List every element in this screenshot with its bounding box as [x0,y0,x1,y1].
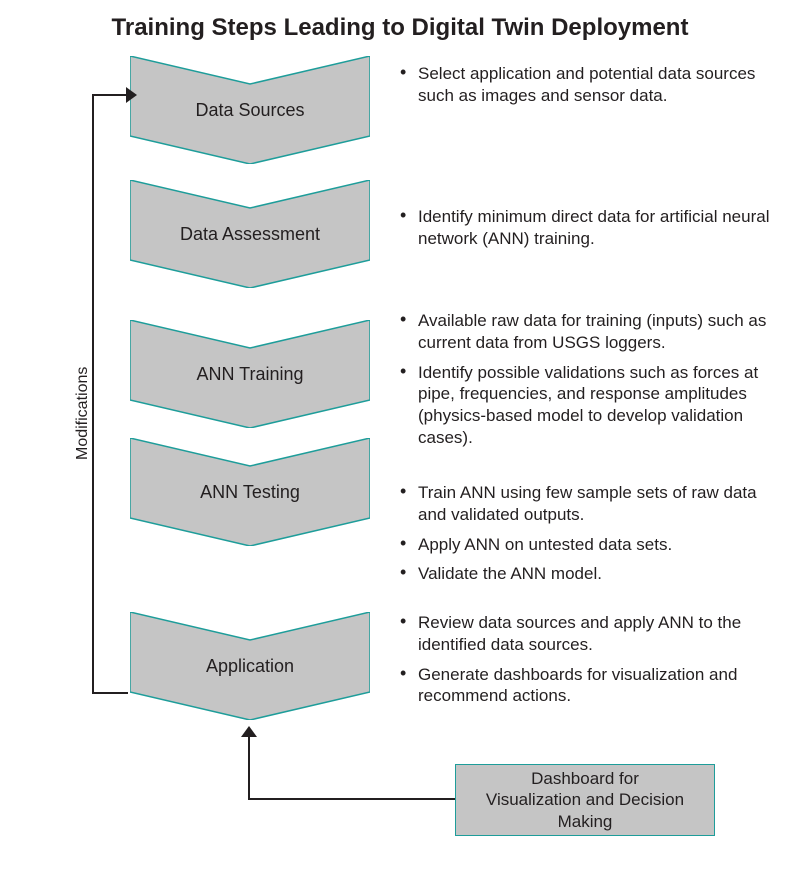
bullet-item: Train ANN using few sample sets of raw d… [400,482,770,526]
bullets-ann-testing: Train ANN using few sample sets of raw d… [400,482,770,593]
bullets-ann-training: Available raw data for training (inputs)… [400,310,770,457]
dashboard-box: Dashboard for Visualization and Decision… [455,764,715,836]
feedback-arrow-seg [92,692,128,694]
page-title: Training Steps Leading to Digital Twin D… [0,14,800,42]
chevron-ann-testing: ANN Testing [130,438,370,546]
bullet-item: Identify possible validations such as fo… [400,362,770,449]
feedback-arrow-head [126,87,137,103]
bullet-item: Apply ANN on untested data sets. [400,534,770,556]
modifications-label: Modifications [74,367,92,460]
bullets-data-sources: Select application and potential data so… [400,63,770,115]
feedback-arrow-seg [92,94,94,692]
chevron-ann-training: ANN Training [130,320,370,428]
bullet-item: Identify minimum direct data for artific… [400,206,770,250]
chevron-data-assessment: Data Assessment [130,180,370,288]
chevron-data-sources: Data Sources [130,56,370,164]
dashboard-arrow-seg [248,736,250,798]
feedback-arrow-seg [92,94,128,96]
chevron-application: Application [130,612,370,720]
bullets-data-assessment: Identify minimum direct data for artific… [400,206,770,258]
bullet-item: Review data sources and apply ANN to the… [400,612,770,656]
bullet-item: Generate dashboards for visualization an… [400,664,770,708]
bullet-item: Select application and potential data so… [400,63,770,107]
bullet-item: Validate the ANN model. [400,563,770,585]
dashboard-arrow-head [241,726,257,737]
dashboard-arrow-seg [248,798,455,800]
bullet-item: Available raw data for training (inputs)… [400,310,770,354]
bullets-application: Review data sources and apply ANN to the… [400,612,770,715]
